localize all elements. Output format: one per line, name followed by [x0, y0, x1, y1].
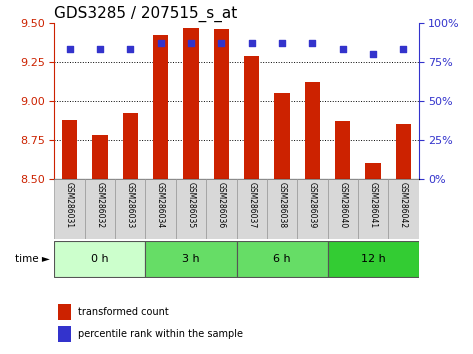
Bar	[327, 179, 358, 239]
Bar	[335, 121, 350, 179]
Point	[339, 47, 347, 52]
Text: GSM286036: GSM286036	[217, 182, 226, 228]
Point	[248, 40, 255, 46]
Text: time ►: time ►	[15, 254, 50, 264]
Bar	[54, 241, 146, 277]
Text: GSM286033: GSM286033	[126, 182, 135, 228]
Text: GSM286038: GSM286038	[278, 182, 287, 228]
Bar	[92, 135, 107, 179]
Bar	[244, 56, 259, 179]
Point	[400, 47, 407, 52]
Bar	[176, 179, 206, 239]
Bar	[54, 179, 85, 239]
Bar	[267, 179, 297, 239]
Bar	[115, 179, 146, 239]
Point	[278, 40, 286, 46]
Bar	[274, 93, 289, 179]
Bar	[184, 28, 199, 179]
Bar	[358, 179, 388, 239]
Text: GSM286039: GSM286039	[308, 182, 317, 228]
Point	[66, 47, 73, 52]
Bar	[62, 120, 77, 179]
Point	[96, 47, 104, 52]
Text: 6 h: 6 h	[273, 254, 291, 264]
Bar	[236, 241, 327, 277]
Bar	[145, 179, 176, 239]
Text: GSM286037: GSM286037	[247, 182, 256, 228]
Bar	[145, 241, 236, 277]
Bar	[396, 124, 411, 179]
Bar	[297, 179, 327, 239]
Point	[187, 40, 195, 46]
Text: GSM286034: GSM286034	[156, 182, 165, 228]
Text: GSM286041: GSM286041	[368, 182, 377, 228]
Text: GSM286032: GSM286032	[96, 182, 105, 228]
Point	[126, 47, 134, 52]
Text: GSM286035: GSM286035	[186, 182, 195, 228]
Text: 12 h: 12 h	[361, 254, 385, 264]
Bar	[388, 179, 419, 239]
Bar	[85, 179, 115, 239]
Bar	[305, 82, 320, 179]
Bar	[58, 326, 71, 342]
Point	[369, 51, 377, 57]
Text: GSM286031: GSM286031	[65, 182, 74, 228]
Bar	[366, 163, 381, 179]
Text: 3 h: 3 h	[182, 254, 200, 264]
Text: 0 h: 0 h	[91, 254, 109, 264]
Text: transformed count: transformed count	[78, 307, 169, 318]
Point	[157, 40, 165, 46]
Text: GSM286040: GSM286040	[338, 182, 347, 228]
Bar	[153, 35, 168, 179]
Bar	[206, 179, 236, 239]
Text: percentile rank within the sample: percentile rank within the sample	[78, 330, 243, 339]
Point	[218, 40, 225, 46]
Bar	[236, 179, 267, 239]
Text: GDS3285 / 207515_s_at: GDS3285 / 207515_s_at	[54, 5, 237, 22]
Bar	[214, 29, 229, 179]
Bar	[327, 241, 419, 277]
Text: GSM286042: GSM286042	[399, 182, 408, 228]
Point	[308, 40, 316, 46]
Bar	[58, 304, 71, 320]
Bar	[123, 113, 138, 179]
